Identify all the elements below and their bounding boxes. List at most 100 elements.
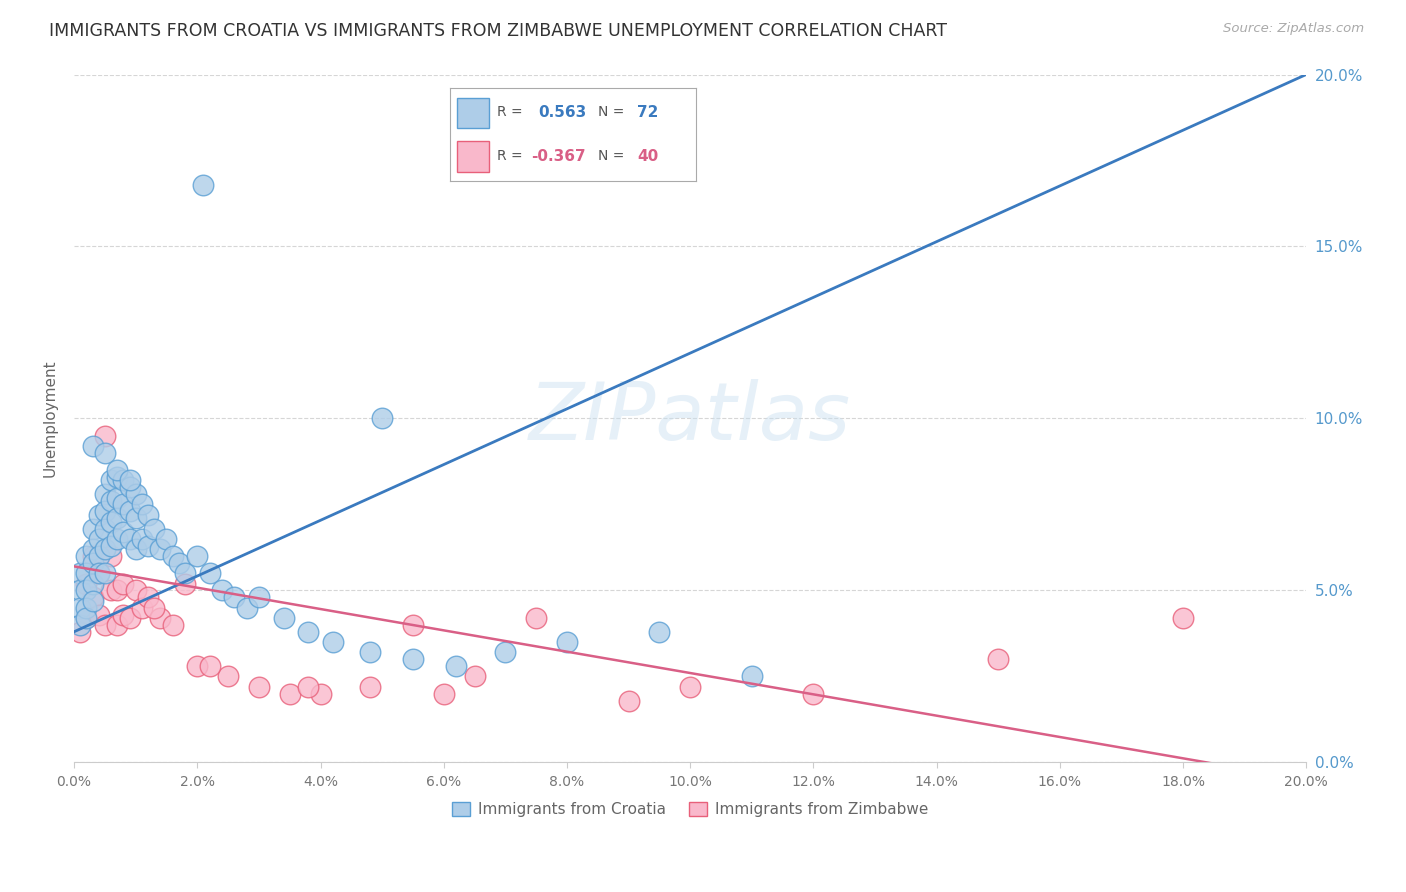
Point [82, 591, 104, 605]
Point [402, 652, 425, 666]
Point [87, 566, 110, 581]
Point [131, 498, 153, 512]
Point [94, 542, 117, 557]
Point [371, 411, 394, 425]
Point [82, 439, 104, 453]
Point [75, 583, 97, 598]
Point [217, 669, 239, 683]
Point [82, 542, 104, 557]
Point [94, 522, 117, 536]
Point [82, 522, 104, 536]
Point [359, 645, 381, 659]
Point [801, 687, 824, 701]
Point [494, 645, 516, 659]
Point [94, 618, 117, 632]
Point [105, 618, 128, 632]
Point [75, 611, 97, 625]
Point [149, 542, 172, 557]
Point [100, 539, 122, 553]
Point [94, 566, 117, 581]
Point [679, 680, 702, 694]
Point [155, 532, 177, 546]
Point [297, 624, 319, 639]
Point [433, 687, 456, 701]
Point [100, 474, 122, 488]
Point [211, 583, 233, 598]
Point [987, 652, 1010, 666]
Point [100, 515, 122, 529]
Point [105, 532, 128, 546]
Point [118, 474, 141, 488]
Point [105, 511, 128, 525]
Text: Source: ZipAtlas.com: Source: ZipAtlas.com [1223, 22, 1364, 36]
Point [444, 659, 467, 673]
Point [69, 618, 91, 632]
Text: ZIPatlas: ZIPatlas [529, 379, 851, 458]
Point [1171, 611, 1194, 625]
Point [524, 611, 547, 625]
Point [162, 549, 184, 563]
Point [555, 635, 578, 649]
Point [125, 487, 148, 501]
Point [648, 624, 671, 639]
Point [118, 504, 141, 518]
Point [112, 576, 135, 591]
Point [136, 539, 159, 553]
Point [143, 600, 166, 615]
Point [463, 669, 485, 683]
Point [125, 511, 148, 525]
Point [105, 463, 128, 477]
Point [186, 549, 208, 563]
Point [100, 549, 122, 563]
Point [174, 566, 197, 581]
Point [105, 583, 128, 598]
Point [125, 542, 148, 557]
Point [198, 659, 221, 673]
Point [112, 498, 135, 512]
Point [131, 600, 153, 615]
Point [82, 576, 104, 591]
Point [87, 566, 110, 581]
Point [741, 669, 763, 683]
Point [100, 583, 122, 598]
Point [69, 566, 91, 581]
Point [125, 583, 148, 598]
Point [162, 618, 184, 632]
Point [198, 566, 221, 581]
Point [75, 549, 97, 563]
Point [143, 522, 166, 536]
Point [118, 480, 141, 494]
Point [174, 576, 197, 591]
Point [322, 635, 344, 649]
Point [402, 618, 425, 632]
Point [87, 532, 110, 546]
Point [247, 591, 270, 605]
Point [105, 470, 128, 484]
Point [118, 532, 141, 546]
Point [94, 428, 117, 442]
Point [69, 600, 91, 615]
Point [224, 591, 246, 605]
Point [94, 446, 117, 460]
Point [112, 474, 135, 488]
Point [75, 611, 97, 625]
Point [149, 611, 172, 625]
Point [273, 611, 295, 625]
Point [131, 532, 153, 546]
Point [359, 680, 381, 694]
Point [87, 508, 110, 522]
Point [247, 680, 270, 694]
Point [75, 566, 97, 581]
Point [87, 549, 110, 563]
Legend: Immigrants from Croatia, Immigrants from Zimbabwe: Immigrants from Croatia, Immigrants from… [446, 797, 935, 823]
Point [82, 594, 104, 608]
Point [100, 494, 122, 508]
Y-axis label: Unemployment: Unemployment [44, 359, 58, 477]
Point [105, 491, 128, 505]
Point [309, 687, 332, 701]
Point [82, 549, 104, 563]
Point [75, 576, 97, 591]
Point [87, 607, 110, 622]
Point [136, 591, 159, 605]
Point [69, 624, 91, 639]
